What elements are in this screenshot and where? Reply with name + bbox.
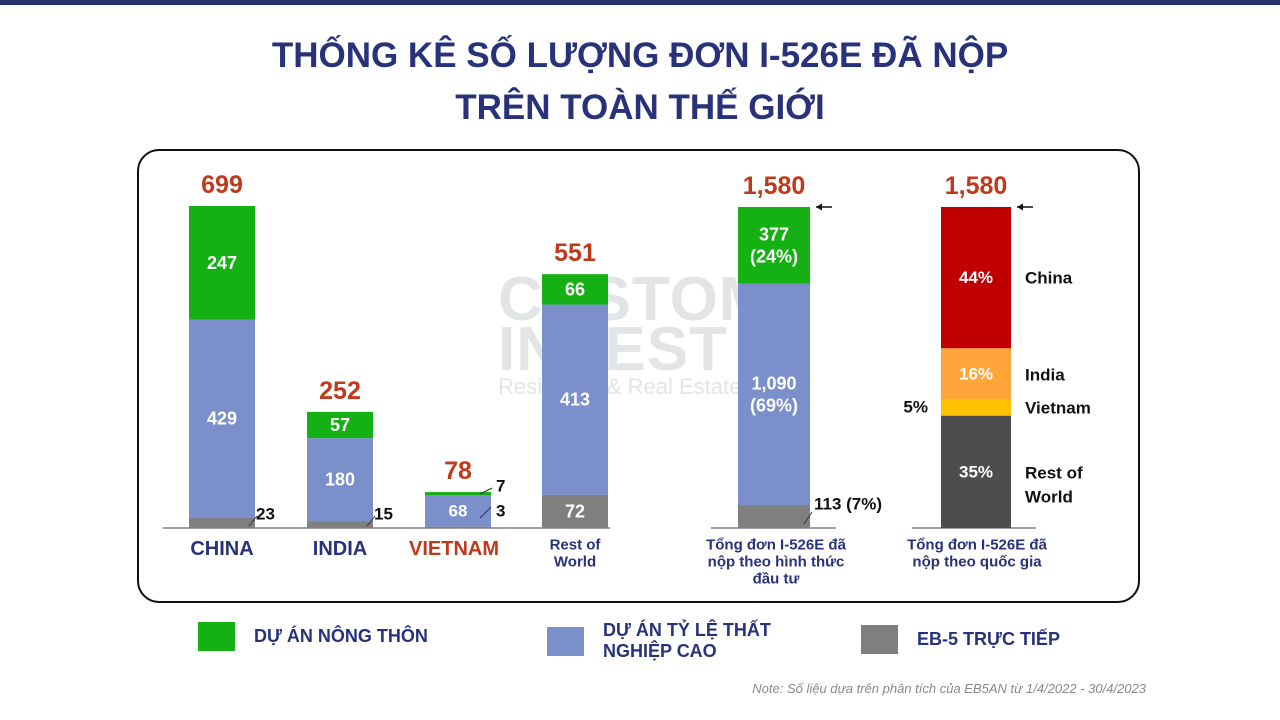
side-label-vietnam: Vietnam: [1025, 399, 1091, 418]
bar-share-rest-of-world: [941, 415, 1011, 528]
category-label-rest-of-world-line-1: Rest of: [550, 537, 602, 554]
bar-vietnam-seg-3: [425, 492, 491, 496]
segment-label-share-china: 44%: [959, 268, 993, 287]
segment-label-share-india: 16%: [959, 364, 993, 383]
segment-label-rest-of-world-2: 413: [560, 390, 590, 410]
total-label-investment: 1,580: [743, 172, 806, 200]
legend-label-rural: DỰ ÁN NÔNG THÔN: [254, 626, 428, 646]
segment-label-share-vietnam: 5%: [903, 398, 928, 417]
total-label-share: 1,580: [945, 172, 1008, 200]
legend-swatch-high-unemployment: [547, 626, 584, 656]
segment-label-investment-1: 113 (7%): [814, 495, 882, 514]
segment-label-vietnam-3: 7: [496, 477, 505, 496]
side-label-china: China: [1025, 269, 1073, 288]
segment-label-investment-3-line-1: 377: [759, 224, 789, 244]
bar-share-vietnam: [941, 399, 1011, 416]
category-label-by-investment-line-3: đầu tư: [753, 571, 800, 588]
segment-label-vietnam-1: 3: [496, 502, 505, 521]
bar-india-seg-1: [307, 521, 373, 528]
source-note: Note: Số liệu dựa trên phân tích của EB5…: [752, 681, 1146, 696]
segment-label-investment-2-line-1: 1,090: [751, 373, 796, 393]
category-label-by-investment-line-2: nộp theo hình thức: [708, 554, 845, 571]
legend-swatch-rural: [198, 622, 235, 651]
total-label-china: 699: [201, 171, 243, 199]
leader-investment-direct: [803, 511, 813, 525]
arrow-share-total-head: [1017, 203, 1023, 211]
segment-label-investment-3-line-2: (24%): [750, 246, 798, 266]
bar-china-seg-1: [189, 517, 255, 528]
category-label-india: INDIA: [313, 538, 367, 560]
bar-china-seg-3: [189, 206, 255, 320]
segment-label-china-1: 23: [256, 505, 275, 524]
total-label-rest-of-world: 551: [554, 239, 596, 267]
category-label-china: CHINA: [190, 538, 253, 560]
segment-label-india-1: 15: [374, 505, 393, 524]
bar-investment-seg-2: [738, 283, 810, 506]
bar-india-seg-3: [307, 411, 373, 439]
segment-label-share-rest-of-world: 35%: [959, 462, 993, 481]
segment-label-rest-of-world-1: 72: [565, 501, 585, 521]
bar-vietnam-seg-2: [425, 495, 491, 527]
bar-rest-of-world-seg-3: [542, 274, 608, 305]
top-accent-bar: [0, 0, 1280, 5]
leader-vietnam-rural: [479, 487, 493, 495]
segment-label-china-2: 429: [207, 409, 237, 429]
segment-label-china-3: 247: [207, 253, 237, 273]
total-label-vietnam: 78: [444, 457, 472, 485]
leader-vietnam-direct: [479, 506, 492, 519]
bar-india-seg-2: [307, 438, 373, 522]
leader-china-direct: [248, 515, 258, 527]
legend-item-high-unemployment: DỰ ÁN TỶ LỆ THẤT NGHIỆP CAO: [547, 620, 793, 662]
bar-share-india: [941, 348, 1011, 400]
segment-label-vietnam-2: 68: [449, 501, 468, 520]
segment-label-india-2: 180: [325, 470, 355, 490]
bar-china-seg-2: [189, 319, 255, 518]
page-title: THỐNG KÊ SỐ LƯỢNG ĐƠN I-526E ĐÃ NỘP TRÊN…: [0, 30, 1280, 134]
bar-investment-seg-3: [738, 207, 810, 284]
title-line-1: THỐNG KÊ SỐ LƯỢNG ĐƠN I-526E ĐÃ NỘP: [271, 36, 1009, 75]
side-label-rest-of-world-line-2: World: [1025, 488, 1073, 507]
bar-share-china: [941, 207, 1011, 349]
category-label-rest-of-world-line-2: World: [554, 554, 596, 571]
bar-investment-seg-1: [738, 505, 810, 528]
legend-item-direct: EB-5 TRỰC TIẾP: [861, 625, 1060, 654]
side-label-india: India: [1025, 366, 1065, 385]
category-label-vietnam: VIETNAM: [409, 538, 499, 560]
category-label-by-investment-line-1: Tổng đơn I-526E đã: [706, 537, 846, 554]
side-label-rest-of-world-line-1: Rest of: [1025, 464, 1083, 483]
legend-item-rural: DỰ ÁN NÔNG THÔN: [198, 622, 428, 651]
arrow-investment-total-head: [816, 203, 822, 211]
leader-india-direct: [366, 515, 376, 527]
legend-label-high-unemployment: DỰ ÁN TỶ LỆ THẤT NGHIỆP CAO: [603, 620, 771, 661]
segment-label-investment-2-line-2: (69%): [750, 395, 798, 415]
category-label-by-country-line-2: nộp theo quốc gia: [912, 554, 1042, 571]
chart-frame: [137, 149, 1140, 603]
title-line-2: TRÊN TOÀN THẾ GIỚI: [455, 88, 825, 127]
bar-vietnam-seg-1: [425, 526, 491, 528]
bar-rest-of-world-seg-1: [542, 494, 608, 528]
bar-rest-of-world-seg-2: [542, 304, 608, 495]
legend-swatch-direct: [861, 625, 898, 654]
segment-label-rest-of-world-3: 66: [565, 279, 585, 299]
segment-label-india-3: 57: [330, 415, 350, 435]
category-label-by-country-line-1: Tổng đơn I-526E đã: [907, 537, 1047, 554]
legend-label-direct: EB-5 TRỰC TIẾP: [917, 629, 1060, 649]
total-label-india: 252: [319, 377, 361, 405]
